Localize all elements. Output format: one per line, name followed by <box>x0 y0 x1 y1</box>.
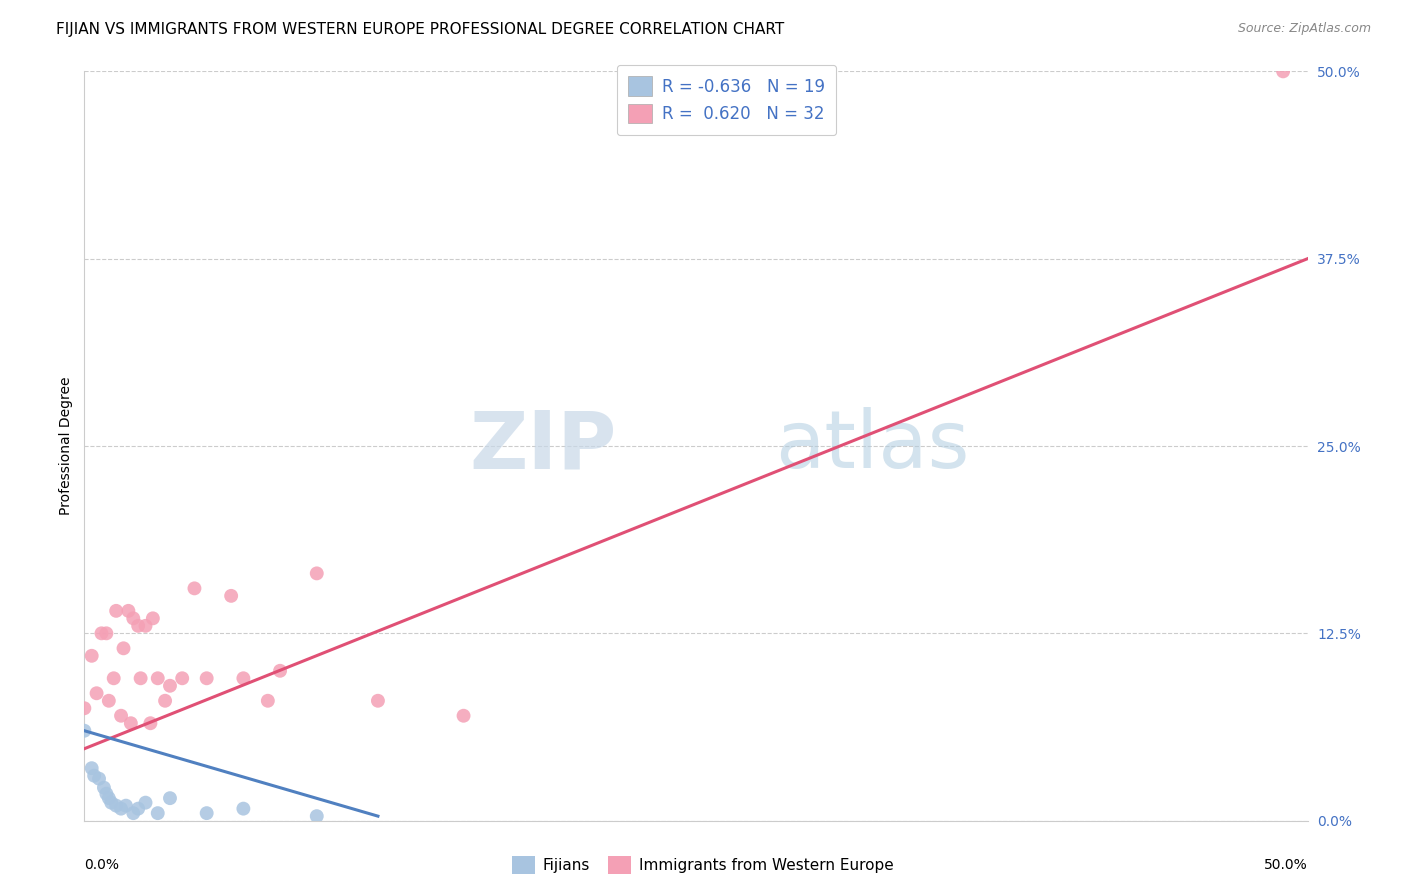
Point <box>73 723 96 738</box>
Point <box>97 791 120 805</box>
Point <box>97 694 120 708</box>
Text: FIJIAN VS IMMIGRANTS FROM WESTERN EUROPE PROFESSIONAL DEGREE CORRELATION CHART: FIJIAN VS IMMIGRANTS FROM WESTERN EUROPE… <box>56 22 785 37</box>
Point <box>219 589 242 603</box>
Point <box>112 641 135 656</box>
Point <box>183 582 205 596</box>
Point <box>96 787 118 801</box>
Point <box>195 806 218 821</box>
Point <box>105 604 128 618</box>
Point <box>232 671 254 685</box>
Text: Source: ZipAtlas.com: Source: ZipAtlas.com <box>1237 22 1371 36</box>
Point <box>80 648 103 663</box>
Point <box>159 679 181 693</box>
Point <box>96 626 118 640</box>
Point <box>122 806 145 821</box>
Point <box>115 798 138 813</box>
Point <box>86 686 108 700</box>
Point <box>83 769 105 783</box>
Point <box>117 604 139 618</box>
Point <box>139 716 162 731</box>
Point <box>127 802 149 816</box>
Text: atlas: atlas <box>776 407 970 485</box>
Point <box>87 772 110 786</box>
Point <box>105 798 128 813</box>
Point <box>153 694 176 708</box>
Point <box>127 619 149 633</box>
Text: ZIP: ZIP <box>470 407 616 485</box>
Legend: R = -0.636   N = 19, R =  0.620   N = 32: R = -0.636 N = 19, R = 0.620 N = 32 <box>617 65 837 135</box>
Point <box>257 694 280 708</box>
Point <box>159 791 181 805</box>
Point <box>100 796 122 810</box>
Point <box>146 671 169 685</box>
Point <box>129 671 152 685</box>
Point <box>135 796 157 810</box>
Point <box>269 664 291 678</box>
Point <box>172 671 194 685</box>
Legend: Fijians, Immigrants from Western Europe: Fijians, Immigrants from Western Europe <box>506 850 900 880</box>
Point <box>146 806 169 821</box>
Point <box>142 611 165 625</box>
Point <box>1272 64 1295 78</box>
Point <box>90 626 112 640</box>
Point <box>103 671 125 685</box>
Point <box>93 780 115 795</box>
Y-axis label: Professional Degree: Professional Degree <box>59 376 73 516</box>
Point <box>120 716 142 731</box>
Text: 0.0%: 0.0% <box>84 858 120 872</box>
Point <box>195 671 218 685</box>
Point <box>232 802 254 816</box>
Point <box>367 694 389 708</box>
Point <box>135 619 157 633</box>
Point <box>305 809 328 823</box>
Point <box>122 611 145 625</box>
Point <box>110 802 132 816</box>
Point <box>110 708 132 723</box>
Text: 50.0%: 50.0% <box>1264 858 1308 872</box>
Point <box>73 701 96 715</box>
Point <box>305 566 328 581</box>
Point <box>453 708 475 723</box>
Point <box>80 761 103 775</box>
